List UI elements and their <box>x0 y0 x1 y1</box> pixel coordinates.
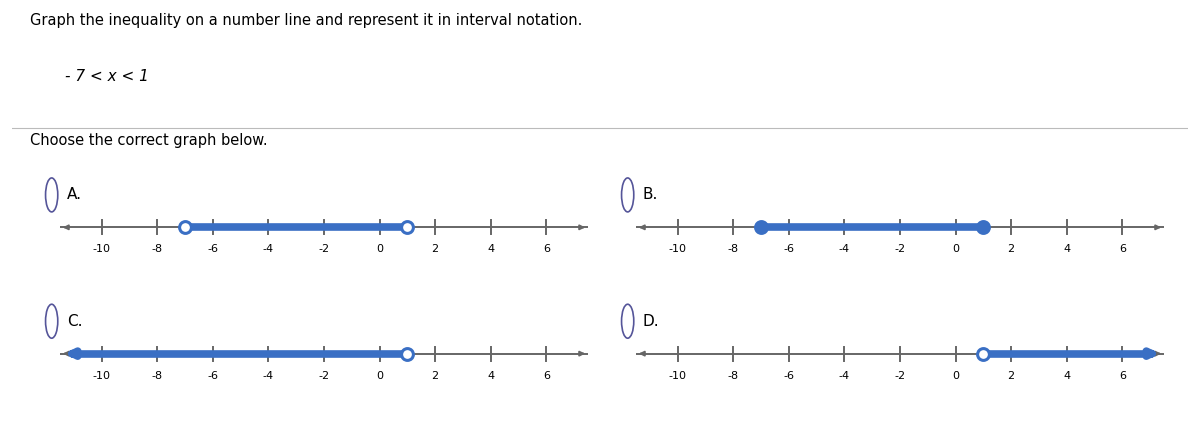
Text: -2: -2 <box>318 244 330 254</box>
Circle shape <box>622 304 634 338</box>
Text: -2: -2 <box>894 370 906 381</box>
Text: -6: -6 <box>208 370 218 381</box>
Text: 6: 6 <box>542 370 550 381</box>
Text: 4: 4 <box>487 370 494 381</box>
Text: 0: 0 <box>376 244 383 254</box>
Text: - 7 < x < 1: - 7 < x < 1 <box>65 69 149 84</box>
Text: -10: -10 <box>92 244 110 254</box>
Text: A.: A. <box>67 187 82 203</box>
Text: 6: 6 <box>1118 244 1126 254</box>
Text: 2: 2 <box>432 244 439 254</box>
Text: 2: 2 <box>1008 370 1015 381</box>
Text: -4: -4 <box>263 244 274 254</box>
Text: -4: -4 <box>839 244 850 254</box>
Text: -6: -6 <box>208 244 218 254</box>
Text: -6: -6 <box>784 244 794 254</box>
Text: -8: -8 <box>151 370 163 381</box>
Text: 4: 4 <box>1063 370 1070 381</box>
Circle shape <box>46 304 58 338</box>
Text: -2: -2 <box>894 244 906 254</box>
Text: -8: -8 <box>151 244 163 254</box>
Circle shape <box>46 178 58 212</box>
Text: -8: -8 <box>727 370 739 381</box>
Text: -8: -8 <box>727 244 739 254</box>
Text: 0: 0 <box>376 370 383 381</box>
Text: Graph the inequality on a number line and represent it in interval notation.: Graph the inequality on a number line an… <box>30 13 582 28</box>
Text: -10: -10 <box>668 244 686 254</box>
Text: -4: -4 <box>839 370 850 381</box>
Text: Choose the correct graph below.: Choose the correct graph below. <box>30 133 268 148</box>
Text: -10: -10 <box>92 370 110 381</box>
Text: -2: -2 <box>318 370 330 381</box>
Text: -4: -4 <box>263 370 274 381</box>
Text: 6: 6 <box>1118 370 1126 381</box>
Circle shape <box>622 178 634 212</box>
Text: 2: 2 <box>432 370 439 381</box>
Text: B.: B. <box>643 187 659 203</box>
Text: -10: -10 <box>668 370 686 381</box>
Text: 0: 0 <box>952 244 959 254</box>
Text: -6: -6 <box>784 370 794 381</box>
Text: 2: 2 <box>1008 244 1015 254</box>
Text: 0: 0 <box>952 370 959 381</box>
Text: 4: 4 <box>1063 244 1070 254</box>
Text: 6: 6 <box>542 244 550 254</box>
Text: D.: D. <box>643 314 660 329</box>
Text: 4: 4 <box>487 244 494 254</box>
Text: C.: C. <box>67 314 83 329</box>
